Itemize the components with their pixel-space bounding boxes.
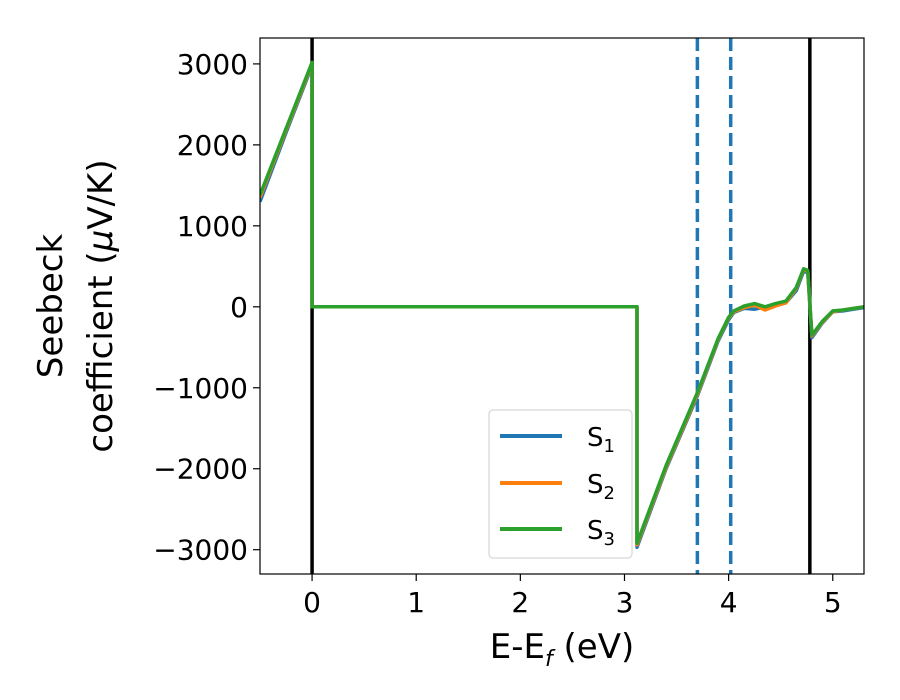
y-tick-label: −2000 [153, 453, 248, 486]
y-axis-label-line1: Seebeck [31, 234, 71, 379]
legend-label-s1: S1 [587, 423, 615, 457]
x-tick-label: 0 [303, 586, 321, 619]
y-tick-label: 2000 [177, 129, 248, 162]
y-tick-label: 3000 [177, 48, 248, 81]
x-tick-label: 2 [511, 586, 529, 619]
x-tick-label: 5 [824, 586, 842, 619]
x-tick-label: 3 [616, 586, 634, 619]
series-line-s3 [260, 60, 864, 545]
y-tick-label: 0 [230, 291, 248, 324]
legend-label-s3: S3 [587, 516, 615, 550]
y-axis-ticks: 3000 2000 1000 0 −1000 −2000 −3000 [153, 48, 260, 567]
y-tick-label: −1000 [153, 372, 248, 405]
x-axis-ticks: 0 1 2 3 4 5 [303, 574, 842, 619]
x-tick-label: 1 [407, 586, 425, 619]
y-axis-label-line2: coefficient (μV/K) [81, 159, 121, 452]
legend-label-s2: S2 [587, 470, 615, 504]
legend: S1 S2 S3 [488, 409, 633, 559]
y-tick-label: −3000 [153, 534, 248, 567]
series-lines [260, 60, 864, 550]
x-tick-label: 4 [720, 586, 738, 619]
plot-frame [259, 37, 865, 575]
y-tick-label: 1000 [177, 210, 248, 243]
x-axis-label: E-Ef (eV) [490, 627, 635, 672]
